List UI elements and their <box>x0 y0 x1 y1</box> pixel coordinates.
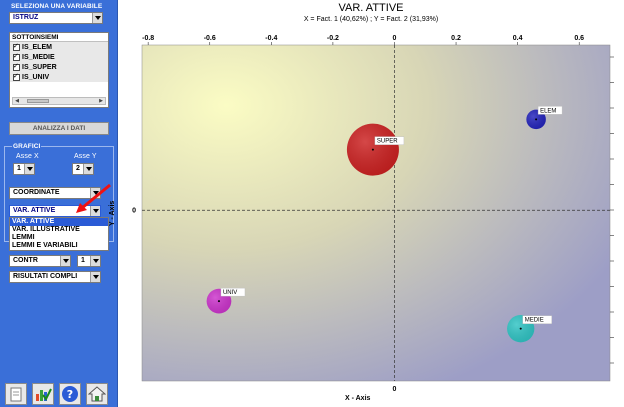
results-select[interactable]: RISULTATI COMPLI <box>9 271 101 283</box>
point-label-box <box>220 287 246 297</box>
help-icon: ? <box>62 386 78 402</box>
variable-select[interactable]: ISTRUZ <box>9 12 103 24</box>
export-button[interactable] <box>5 383 27 405</box>
point-label-box <box>537 106 563 115</box>
point-label: SUPER <box>377 139 398 145</box>
display-select[interactable]: COORDINATE <box>9 187 101 199</box>
help-button[interactable]: ? <box>59 383 81 405</box>
contr-number-value: 1 <box>81 257 85 264</box>
contr-select[interactable]: CONTR <box>9 255 71 267</box>
type-option-var-illustrative[interactable]: VAR. ILLUSTRATIVE <box>12 226 80 233</box>
plot-area <box>141 44 611 382</box>
x-axis-title: X - Axis <box>345 395 371 402</box>
subset-item-is-super[interactable]: IS_SUPER <box>10 62 108 72</box>
type-option-var-attive[interactable]: VAR. ATTIVE <box>10 218 108 226</box>
results-select-value: RISULTATI COMPLI <box>13 273 78 280</box>
type-dropdown-list[interactable]: VAR. ATTIVE VAR. ILLUSTRATIVE LEMMI LEMM… <box>9 217 109 251</box>
subsets-list[interactable]: SOTTOINSIEMI IS_ELEM IS_MEDIE IS_SUPER I… <box>9 32 109 108</box>
subset-item-is-medie[interactable]: IS_MEDIE <box>10 52 108 62</box>
x-tick-label: 0.6 <box>574 35 584 42</box>
x-tick-label: 0 <box>393 35 397 42</box>
horizontal-scrollbar[interactable]: ◀ ▶ <box>12 97 106 105</box>
x-tick-label: 0.4 <box>513 35 523 42</box>
point-label: UNIV <box>223 290 237 296</box>
chevron-down-icon[interactable] <box>90 206 100 216</box>
type-select-value: VAR. ATTIVE <box>13 207 56 214</box>
y-axis-title: Y - Axis <box>109 200 116 226</box>
x-tick-label: -0.8 <box>142 35 154 42</box>
data-points: SUPER ELEM UNIV MEDIE <box>206 106 563 343</box>
contr-number-select[interactable]: 1 <box>77 255 101 267</box>
point-dot <box>535 118 538 121</box>
x-tick-label: -0.2 <box>327 35 339 42</box>
chart-report-button[interactable] <box>32 383 54 405</box>
subset-item-is-elem[interactable]: IS_ELEM <box>10 42 108 52</box>
subset-label: IS_ELEM <box>22 43 52 51</box>
subsets-header: SOTTOINSIEMI <box>10 33 108 42</box>
checkbox-checked-icon[interactable] <box>13 52 20 61</box>
subset-label: IS_UNIV <box>22 73 50 81</box>
point-label: MEDIE <box>525 318 544 324</box>
type-option-lemmi-e-variabili[interactable]: LEMMI E VARIABILI <box>12 242 78 249</box>
x-zero-bottom-label: 0 <box>393 386 397 393</box>
subset-label: IS_MEDIE <box>22 53 55 61</box>
analyze-data-button[interactable]: ANALIZZA I DATI <box>9 122 109 135</box>
control-panel: SELEZIONA UNA VARIABILE ISTRUZ SOTTOINSI… <box>0 0 118 407</box>
axis-x-select[interactable]: 1 <box>13 163 35 175</box>
chevron-down-icon[interactable] <box>83 164 93 174</box>
chevron-down-icon[interactable] <box>90 256 100 266</box>
axis-x-caption: Asse X <box>16 153 39 160</box>
display-select-value: COORDINATE <box>13 189 60 196</box>
chevron-down-icon[interactable] <box>60 256 70 266</box>
y-tick-label: 0 <box>132 208 136 215</box>
variable-select-value: ISTRUZ <box>13 14 39 21</box>
point-dot <box>217 300 220 303</box>
axis-y-value: 2 <box>76 165 80 172</box>
svg-text:?: ? <box>67 388 73 401</box>
bar-chart-check-icon <box>36 388 52 401</box>
scroll-right-icon[interactable]: ▶ <box>99 98 103 104</box>
red-arrow-pointer-icon <box>76 183 111 213</box>
contr-select-value: CONTR <box>13 257 38 264</box>
document-export-icon <box>10 387 22 402</box>
checkbox-checked-icon[interactable] <box>13 72 20 81</box>
chevron-down-icon[interactable] <box>90 188 100 198</box>
scrollbar-thumb[interactable] <box>27 99 49 103</box>
point-label: ELEM <box>540 108 556 114</box>
type-option-lemmi[interactable]: LEMMI <box>12 234 35 241</box>
chevron-down-icon[interactable] <box>24 164 34 174</box>
point-label-box <box>374 136 405 145</box>
subset-item-is-univ[interactable]: IS_UNIV <box>10 72 108 82</box>
point-label-box <box>522 315 552 324</box>
subset-label: IS_SUPER <box>22 63 57 71</box>
axis-y-caption: Asse Y <box>74 153 97 160</box>
graphs-caption: GRAFICI <box>12 143 42 150</box>
point-dot <box>519 327 522 330</box>
axis-y-select[interactable]: 2 <box>72 163 94 175</box>
chevron-down-icon[interactable] <box>92 13 102 23</box>
axis-ticks: -0.8 -0.6 -0.4 -0.2 0 0.2 0.4 0.6 0 0 <box>132 35 614 393</box>
point-dot <box>371 148 374 151</box>
x-tick-label: -0.4 <box>265 35 277 42</box>
scroll-left-icon[interactable]: ◀ <box>15 98 19 104</box>
variable-caption: SELEZIONA UNA VARIABILE <box>11 3 103 10</box>
home-button[interactable] <box>86 383 108 405</box>
chevron-down-icon[interactable] <box>90 272 100 282</box>
x-tick-label: -0.6 <box>204 35 216 42</box>
chart-subtitle: X = Fact. 1 (40,62%) ; Y = Fact. 2 (31,9… <box>303 16 439 23</box>
chart-title: VAR. ATTIVE <box>338 2 404 14</box>
checkbox-checked-icon[interactable] <box>13 42 20 51</box>
x-tick-label: 0.2 <box>451 35 461 42</box>
axis-x-value: 1 <box>17 165 21 172</box>
checkbox-checked-icon[interactable] <box>13 62 20 71</box>
home-icon <box>88 386 106 402</box>
